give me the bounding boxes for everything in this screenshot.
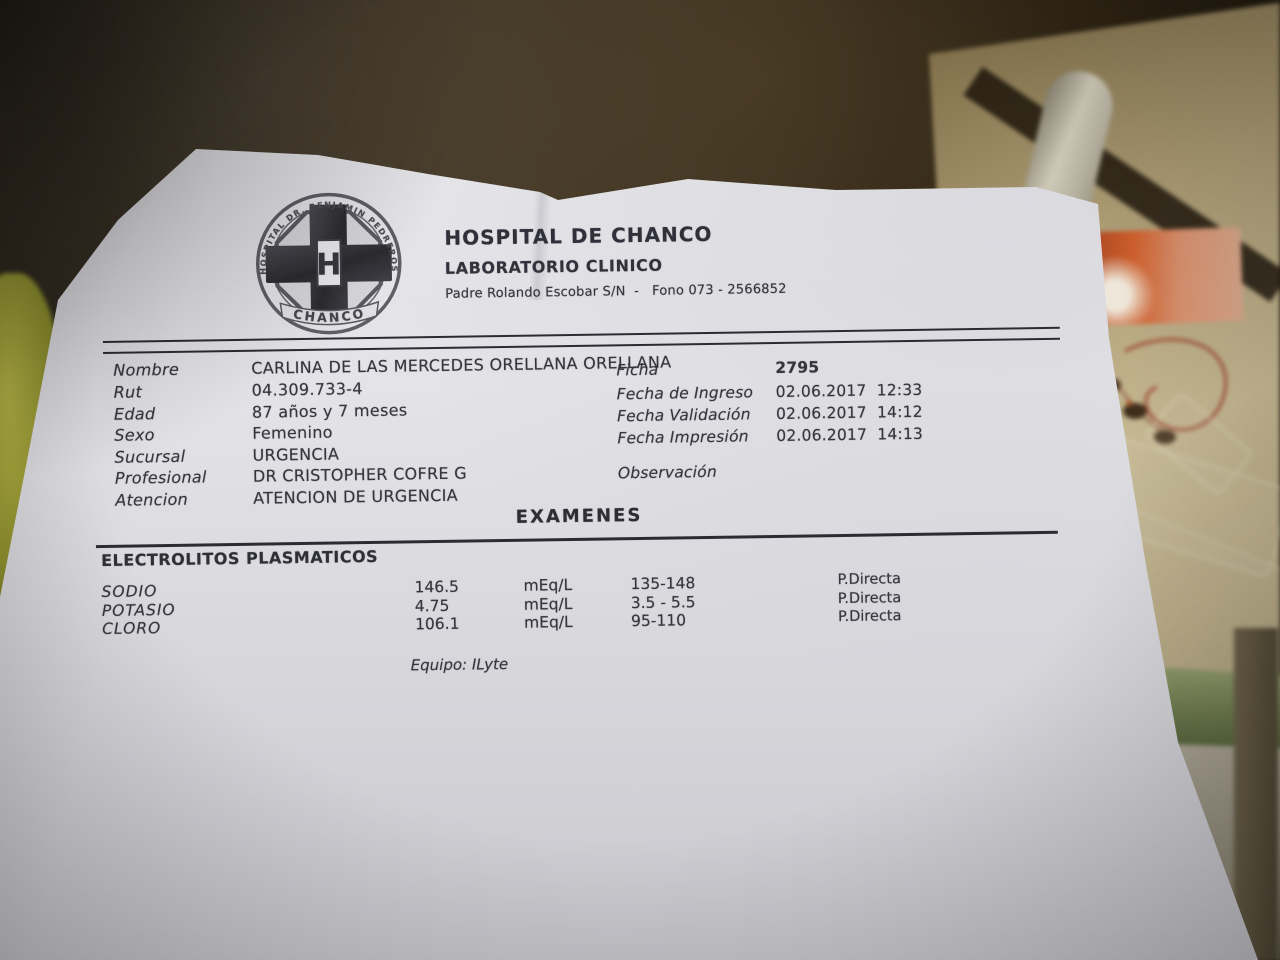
field-label: Fecha de Ingreso xyxy=(616,382,754,403)
field-label: Nombre xyxy=(113,359,180,380)
patient-row-fecha-validacion: Fecha Validación 02.06.2017 14:12 xyxy=(617,402,923,425)
logo-banner-ribbon xyxy=(279,300,380,326)
field-label: Ficha xyxy=(616,360,659,380)
patient-row-fecha-impresion: Fecha Impresión 02.06.2017 14:13 xyxy=(617,424,923,447)
logo-banner-text: CHANCO xyxy=(292,305,367,326)
exam-group-title: ELECTROLITOS PLASMATICOS xyxy=(100,546,379,571)
exam-result: 106.1 xyxy=(414,614,460,634)
exam-method: P.Directa xyxy=(837,571,902,589)
field-label: Sucursal xyxy=(114,446,186,467)
report-header: HOSPITAL DE CHANCO LABORATORIO CLINICO P… xyxy=(444,221,787,302)
exam-result: 4.75 xyxy=(414,596,450,615)
logo-h-box xyxy=(315,238,343,288)
field-value: 2795 xyxy=(775,358,820,377)
logo-monogram: H xyxy=(316,247,342,282)
exam-name: SODIO xyxy=(101,582,158,601)
patient-row-atencion: Atencion ATENCION DE URGENCIA xyxy=(115,485,458,509)
exam-name: CLORO xyxy=(102,619,162,638)
exam-range: 135-148 xyxy=(630,574,696,594)
patient-row-edad: Edad 87 años y 7 meses xyxy=(114,400,408,423)
field-label: Fecha Validación xyxy=(616,404,751,425)
exam-range: 95-110 xyxy=(630,611,687,631)
patient-row-sucursal: Sucursal URGENCIA xyxy=(114,444,339,466)
exam-result: 146.5 xyxy=(414,577,460,597)
department-name: LABORATORIO CLINICO xyxy=(444,255,663,278)
observation-label: Observación xyxy=(617,462,718,483)
exam-unit: mEq/L xyxy=(523,613,573,632)
patient-row-nombre: Nombre CARLINA DE LAS MERCEDES ORELLANA … xyxy=(113,353,671,380)
field-label: Atencion xyxy=(115,489,189,510)
field-value: 04.309.733-4 xyxy=(251,379,363,400)
field-label: Sexo xyxy=(114,425,155,445)
patient-row-profesional: Profesional DR CRISTOPHER COFRE G xyxy=(115,464,467,488)
exam-unit: mEq/L xyxy=(523,594,573,614)
patient-row-fecha-ingreso: Fecha de Ingreso 02.06.2017 12:33 xyxy=(617,380,923,403)
field-label: Edad xyxy=(113,403,156,424)
field-value: 02.06.2017 14:12 xyxy=(775,402,923,423)
exam-method: P.Directa xyxy=(837,608,902,626)
exam-unit: mEq/L xyxy=(523,576,573,595)
single-rule xyxy=(95,530,1058,548)
equipment-line: Equipo: ILyte xyxy=(410,654,509,675)
exam-range: 3.5 - 5.5 xyxy=(630,592,696,612)
hospital-logo: H HOSPITAL DR. BENJAMIN PEDREROS CHANCO xyxy=(256,192,402,335)
field-value: 87 años y 7 meses xyxy=(251,399,408,422)
hospital-name: HOSPITAL DE CHANCO xyxy=(444,221,713,250)
patient-row-sexo: Sexo Femenino xyxy=(114,423,333,445)
field-label: Fecha Impresión xyxy=(617,426,749,447)
field-value: ATENCION DE URGENCIA xyxy=(253,485,459,508)
field-value: 02.06.2017 12:33 xyxy=(775,380,923,401)
field-value: URGENCIA xyxy=(252,443,340,465)
table-side-edge xyxy=(1234,628,1278,960)
patient-row-ficha: Ficha 2795 xyxy=(616,358,819,379)
patient-row-rut: Rut 04.309.733-4 xyxy=(114,379,363,402)
exam-name: POTASIO xyxy=(101,600,176,620)
address-phone: Padre Rolando Escobar S/N - Fono 073 - 2… xyxy=(445,281,787,302)
field-value: CARLINA DE LAS MERCEDES ORELLANA ORELLAN… xyxy=(251,352,672,378)
field-label: Rut xyxy=(113,382,143,402)
field-value: Femenino xyxy=(252,422,333,443)
field-label: Profesional xyxy=(114,467,207,488)
field-value: DR CRISTOPHER COFRE G xyxy=(252,463,468,486)
logo-outer-ring xyxy=(256,192,402,335)
exam-method: P.Directa xyxy=(837,589,902,607)
field-value: 02.06.2017 14:13 xyxy=(776,424,924,445)
